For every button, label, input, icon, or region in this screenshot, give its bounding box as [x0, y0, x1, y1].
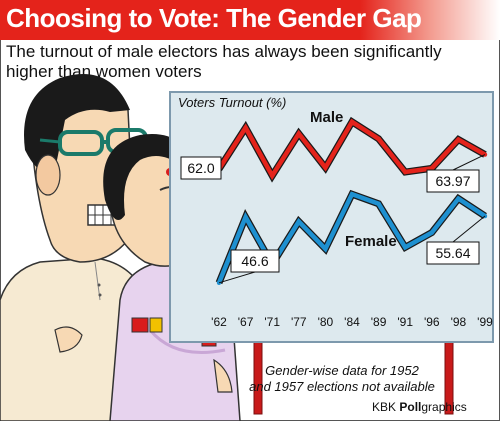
data-point-male-8 [429, 166, 434, 171]
credit-rest: graphics [421, 400, 467, 414]
footnote-line-2: and 1957 elections not available [249, 379, 435, 394]
x-tick-label-2: '71 [264, 315, 280, 329]
value-label-female-10: 55.64 [426, 215, 486, 265]
data-point-male-3 [296, 131, 301, 136]
x-tick-label-10: '99 [477, 315, 493, 329]
x-tick-label-1: '67 [238, 315, 254, 329]
chart-title: Voters Turnout (%) [178, 95, 286, 110]
x-tick-label-0: '62 [211, 315, 227, 329]
footnote-line-1: Gender-wise data for 1952 [265, 363, 419, 378]
data-point-female-8 [429, 230, 434, 235]
x-tick-label-6: '89 [371, 315, 387, 329]
data-point-female-7 [403, 245, 408, 250]
data-point-female-4 [323, 246, 328, 252]
footnote: Gender-wise data for 1952 and 1957 elect… [222, 363, 462, 395]
credit-bold: Poll [399, 400, 422, 414]
svg-text:46.6: 46.6 [241, 253, 268, 269]
data-point-male-7 [403, 169, 408, 175]
title-bar: Choosing to Vote: The Gender Gap [0, 0, 500, 40]
data-point-male-9 [456, 137, 461, 142]
value-label-male-0: 62.0 [180, 156, 222, 180]
x-tick-label-8: '96 [424, 315, 440, 329]
x-tick-label-7: '91 [397, 315, 413, 329]
page-title: Choosing to Vote: The Gender Gap [6, 3, 422, 33]
data-point-male-2 [270, 173, 275, 178]
data-point-male-6 [376, 136, 381, 141]
series-label-female: Female [345, 233, 397, 250]
x-tick-label-3: '77 [291, 315, 307, 329]
svg-text:62.0: 62.0 [187, 160, 214, 176]
data-point-male-4 [323, 165, 328, 170]
x-tick-label-9: '98 [451, 315, 467, 329]
credit-line: KBK Pollgraphics [372, 400, 467, 414]
data-point-female-6 [376, 201, 381, 206]
subtitle: The turnout of male electors has always … [6, 42, 442, 81]
svg-text:63.97: 63.97 [435, 173, 470, 189]
value-label-male-10: 63.97 [426, 154, 486, 193]
value-label-female-0: 46.6 [218, 249, 280, 284]
svg-text:55.64: 55.64 [435, 245, 470, 261]
x-tick-label-5: '84 [344, 315, 360, 329]
data-point-male-1 [243, 125, 248, 130]
data-point-female-9 [456, 196, 461, 201]
data-point-male-5 [349, 119, 355, 125]
data-point-female-3 [296, 219, 301, 224]
data-point-female-5 [349, 191, 355, 197]
x-tick-label-4: '80 [318, 315, 334, 329]
chart-board [169, 91, 494, 343]
data-point-female-1 [243, 214, 248, 220]
series-label-male: Male [310, 109, 343, 126]
credit-brand: KBK [372, 400, 397, 414]
